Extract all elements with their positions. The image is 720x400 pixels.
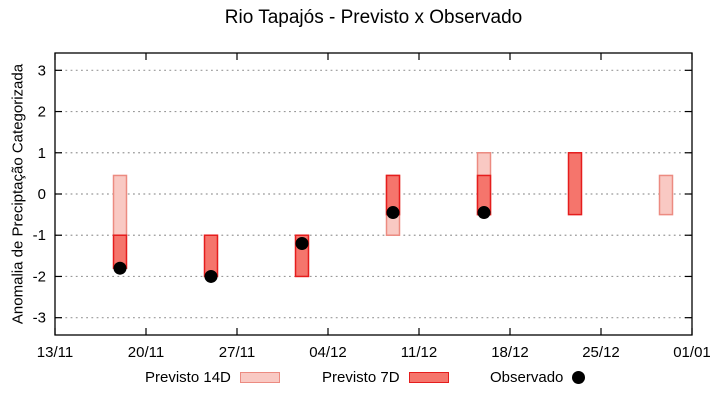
observado-point bbox=[113, 261, 127, 275]
y-tick-label: -1 bbox=[33, 227, 46, 244]
y-tick-label: 1 bbox=[38, 145, 46, 162]
chart-title: Rio Tapajós - Previsto x Observado bbox=[224, 7, 523, 28]
legend-label-observado: Observado bbox=[490, 369, 564, 386]
y-tick-label: 3 bbox=[38, 62, 46, 79]
legend-item-previsto-7d: Previsto 7D bbox=[322, 369, 449, 386]
x-tick-label: 25/12 bbox=[582, 344, 620, 361]
observado-point bbox=[295, 236, 309, 250]
observado-point bbox=[204, 269, 218, 283]
bar-previsto14 bbox=[658, 174, 674, 216]
previsto-7d-swatch-icon bbox=[408, 372, 449, 383]
y-tick-label: 2 bbox=[38, 104, 46, 121]
plot-area: 3 2 1 0 -1 -2 -3 13/11 20/11 27/11 04/12 11/12 18/12… bbox=[33, 52, 711, 361]
observado-point bbox=[386, 206, 400, 220]
observado-point bbox=[477, 206, 491, 220]
y-tick-label: 0 bbox=[38, 186, 46, 203]
legend-label-previsto-14d: Previsto 14D bbox=[145, 369, 231, 386]
y-tick-label: -2 bbox=[33, 268, 46, 285]
legend-label-previsto-7d: Previsto 7D bbox=[322, 369, 400, 386]
bar-previsto14 bbox=[112, 174, 128, 236]
x-tick-label: 27/11 bbox=[219, 344, 255, 361]
x-tick-label: 13/11 bbox=[37, 344, 73, 361]
previsto-14d-swatch-icon bbox=[239, 372, 280, 383]
legend: Previsto 14D Previsto 7D Observado bbox=[0, 369, 720, 393]
x-tick-label: 20/11 bbox=[128, 344, 164, 361]
x-tick-label: 18/12 bbox=[491, 344, 529, 361]
y-tick-label: -3 bbox=[33, 310, 46, 327]
observado-dot-icon bbox=[572, 371, 586, 384]
x-tick-label: 04/12 bbox=[309, 344, 347, 361]
x-tick-label: 11/12 bbox=[401, 344, 437, 361]
legend-item-previsto-14d: Previsto 14D bbox=[145, 369, 280, 386]
x-tick-label: 01/01 bbox=[673, 344, 711, 361]
legend-item-observado: Observado bbox=[490, 369, 586, 386]
bar-previsto7 bbox=[567, 152, 583, 216]
